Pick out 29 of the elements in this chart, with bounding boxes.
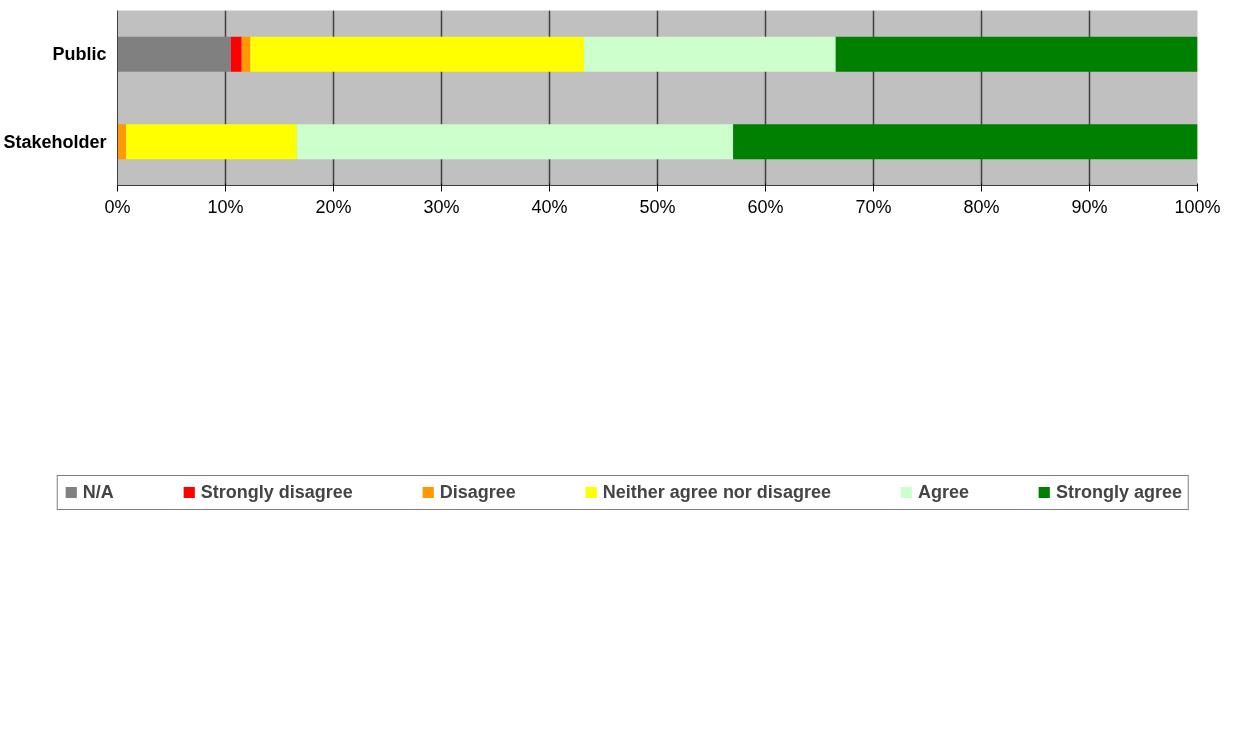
bar — [733, 124, 1198, 160]
legend-label: Neither agree nor disagree — [602, 481, 831, 503]
bar — [126, 124, 297, 160]
x-tick-label: 40% — [531, 196, 568, 217]
bar — [241, 36, 251, 72]
x-tick-label: 70% — [855, 196, 892, 217]
x-tick-label: 100% — [1174, 196, 1221, 217]
x-tick-label: 60% — [747, 196, 784, 217]
x-tick-label: 10% — [207, 196, 244, 217]
x-tick-label: 30% — [423, 196, 460, 217]
legend-label: Disagree — [439, 481, 516, 503]
x-tick-label: 0% — [104, 196, 131, 217]
x-tick-label: 90% — [1071, 196, 1108, 217]
legend-label: Strongly agree — [1055, 481, 1182, 503]
bar — [117, 36, 231, 72]
legend-label: Strongly disagree — [200, 481, 353, 503]
x-tick-label: 50% — [639, 196, 676, 217]
x-tick-label: 20% — [315, 196, 352, 217]
bar — [835, 36, 1198, 72]
bar — [230, 36, 242, 72]
bar — [296, 124, 734, 160]
bar — [117, 124, 127, 160]
bar — [584, 36, 836, 72]
y-tick-label: Stakeholder — [3, 131, 107, 152]
legend-label: Agree — [917, 481, 969, 503]
bar — [250, 36, 585, 72]
x-tick-label: 80% — [963, 196, 1000, 217]
legend-label: N/A — [82, 481, 114, 503]
y-tick-label: Public — [52, 44, 107, 65]
